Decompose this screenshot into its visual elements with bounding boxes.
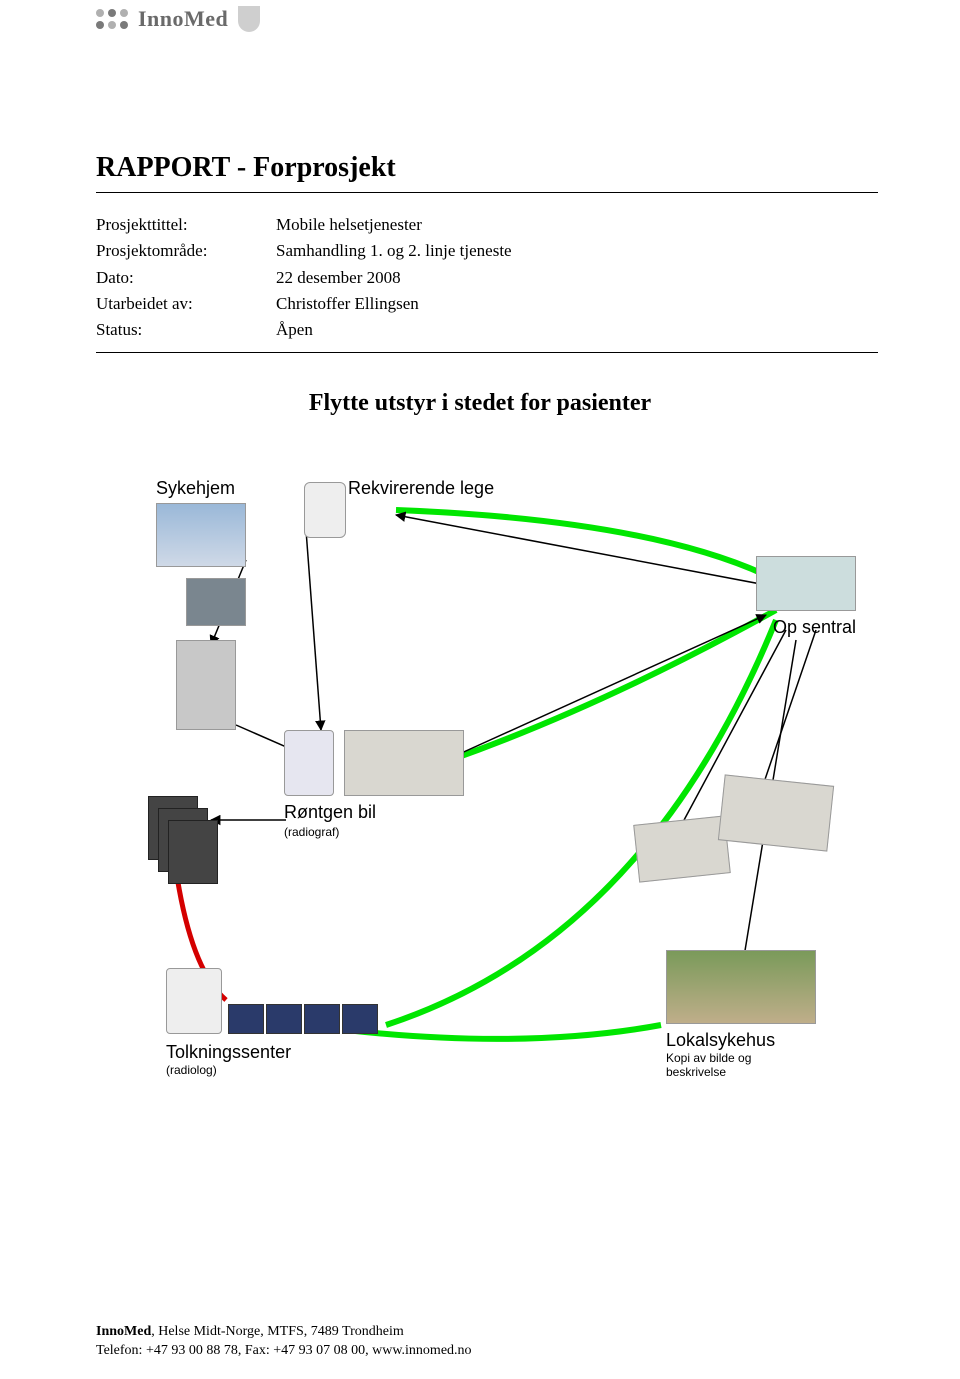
radiologist-icon: [166, 968, 222, 1034]
node-label: Lokalsykehus: [666, 1030, 816, 1051]
doctor-icon: [304, 482, 346, 538]
meta-row: Prosjektområde:Samhandling 1. og 2. linj…: [96, 238, 878, 264]
meta-value: Samhandling 1. og 2. linje tjeneste: [276, 238, 878, 264]
meta-row: Utarbeidet av:Christoffer Ellingsen: [96, 291, 878, 317]
footer: InnoMed, Helse Midt-Norge, MTFS, 7489 Tr…: [96, 1323, 472, 1361]
logo-text: InnoMed: [138, 6, 228, 32]
meta-value: Christoffer Ellingsen: [276, 291, 878, 317]
node-label: Op sentral: [756, 617, 856, 638]
nurse-icon: [284, 730, 334, 796]
monitors-icon: [228, 1004, 378, 1034]
footer-line2: Telefon: +47 93 00 88 78, Fax: +47 93 07…: [96, 1342, 472, 1361]
hospital-aerial-icon: [666, 950, 816, 1024]
node-label: Sykehjem: [156, 478, 246, 499]
meta-row: Prosjekttittel:Mobile helsetjenester: [96, 212, 878, 238]
meta-label: Status:: [96, 317, 276, 343]
shield-icon: [238, 6, 260, 32]
meta-row: Status:Åpen: [96, 317, 878, 343]
node-opsentral: Op sentral: [756, 556, 856, 638]
logo-dots-icon: [96, 9, 128, 29]
van-small-1: [633, 815, 731, 882]
node-tolk: Tolkningssenter (radiolog): [166, 968, 378, 1077]
page-title: RAPPORT - Forprosjekt: [96, 152, 396, 184]
node-rontgenbil: Røntgen bil (radiograf): [284, 730, 464, 841]
meta-value: 22 desember 2008: [276, 265, 878, 291]
building-icon: [156, 503, 246, 567]
van-small-2: [718, 774, 834, 851]
node-lege: Rekvirerende lege: [348, 478, 494, 499]
van-icon: [344, 730, 464, 796]
patient-image: [186, 578, 246, 626]
diagram: Sykehjem Rekvirerende lege Op sentral Rø…: [96, 470, 878, 1110]
footer-rest: , Helse Midt-Norge, MTFS, 7489 Trondheim: [151, 1324, 404, 1339]
node-sykehjem: Sykehjem: [156, 478, 246, 567]
node-label: Tolkningssenter: [166, 1042, 378, 1063]
meta-row: Dato:22 desember 2008: [96, 265, 878, 291]
node-lokal: Lokalsykehus Kopi av bilde og beskrivels…: [666, 950, 816, 1079]
node-label: Røntgen bil: [284, 802, 376, 822]
node-sublabel: (radiograf): [284, 825, 339, 839]
meta-block: Prosjekttittel:Mobile helsetjenester Pro…: [96, 212, 878, 344]
footer-bold: InnoMed: [96, 1324, 151, 1339]
meta-label: Utarbeidet av:: [96, 291, 276, 317]
equipment-image: [176, 640, 236, 730]
node-sublabel2: beskrivelse: [666, 1065, 816, 1079]
logo: InnoMed: [96, 6, 260, 32]
callcenter-icon: [756, 556, 856, 611]
meta-value: Mobile helsetjenester: [276, 212, 878, 238]
subtitle: Flytte utstyr i stedet for pasienter: [0, 390, 960, 417]
node-sublabel: (radiolog): [166, 1063, 378, 1077]
node-label: Rekvirerende lege: [348, 478, 494, 499]
meta-label: Prosjekttittel:: [96, 212, 276, 238]
divider: [96, 192, 878, 193]
node-sublabel: Kopi av bilde og: [666, 1051, 816, 1065]
divider: [96, 352, 878, 353]
footer-line1: InnoMed, Helse Midt-Norge, MTFS, 7489 Tr…: [96, 1323, 472, 1342]
meta-value: Åpen: [276, 317, 878, 343]
meta-label: Prosjektområde:: [96, 238, 276, 264]
meta-label: Dato:: [96, 265, 276, 291]
